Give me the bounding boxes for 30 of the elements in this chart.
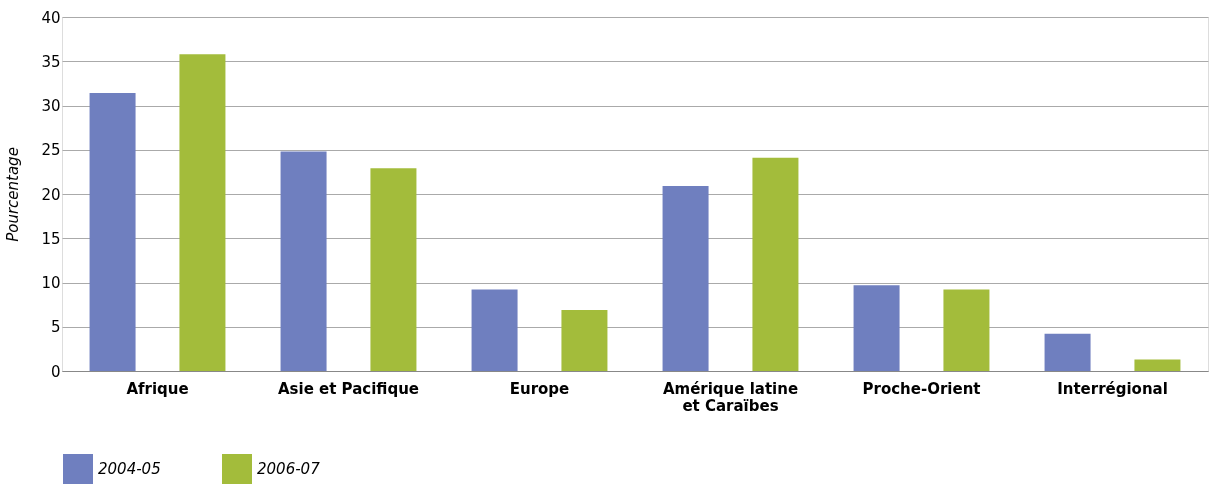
bar <box>752 157 799 371</box>
bar <box>280 151 327 371</box>
bar <box>853 285 900 371</box>
y-tick-label: 25 <box>41 141 61 160</box>
bar <box>561 309 608 371</box>
y-tick-label: 40 <box>41 8 61 27</box>
bar <box>179 54 226 371</box>
y-tick-label: 10 <box>41 274 61 292</box>
bar <box>89 93 136 371</box>
x-tick-label: Amérique latine et Caraïbes <box>662 379 799 415</box>
y-tick-label: 0 <box>50 362 61 381</box>
y-tick-label: 20 <box>41 185 61 204</box>
x-tick-label: Proche-Orient <box>862 379 981 398</box>
y-tick-label: 30 <box>41 97 61 115</box>
bar <box>1044 333 1091 371</box>
x-tick-label: Interrégional <box>1057 379 1168 398</box>
x-tick-label: Asie et Pacifique <box>277 379 420 398</box>
bar <box>370 168 417 371</box>
y-axis-title: Pourcentage <box>4 147 23 242</box>
bar <box>943 289 990 371</box>
y-tick-label: 15 <box>41 229 61 248</box>
bar <box>471 289 518 371</box>
bar <box>1134 359 1181 371</box>
x-tick-label: Afrique <box>126 379 189 398</box>
x-tick-label: Europe <box>509 379 570 398</box>
legend-label: 2006-07 <box>257 460 321 478</box>
y-tick-label: 35 <box>41 52 61 71</box>
legend-label: 2004-05 <box>98 460 161 478</box>
bar <box>662 186 709 371</box>
y-tick-label: 5 <box>50 318 61 337</box>
